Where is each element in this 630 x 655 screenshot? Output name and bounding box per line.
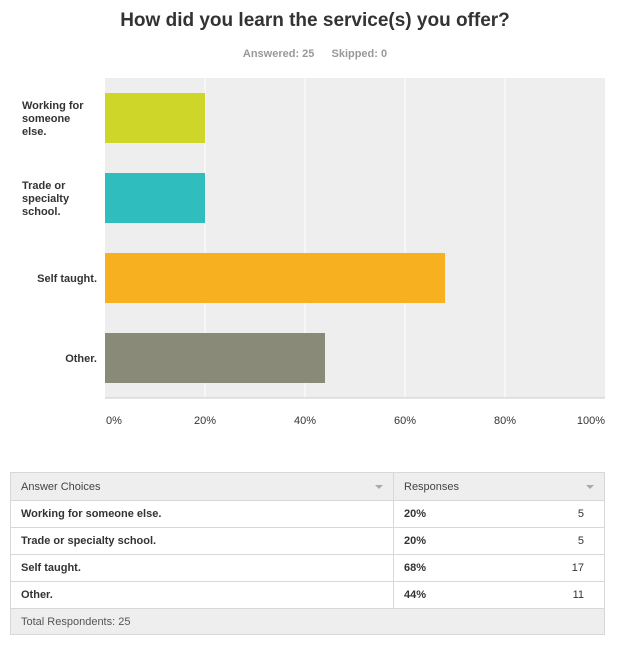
bar: [105, 173, 205, 223]
chart-title: How did you learn the service(s) you off…: [120, 10, 510, 31]
response-stats: Answered: 25 Skipped: 0: [0, 48, 630, 60]
total-respondents: Total Respondents: 25: [10, 608, 605, 635]
row-percent: 68%: [393, 554, 534, 582]
bar-chart: 0% 20% 40% 60% 80% 100% Working for someone else…: [22, 78, 605, 427]
table-row: Working for someone else. 20% 5: [10, 500, 605, 528]
table-row: Other. 44% 11: [10, 581, 605, 609]
responses-table: Answer Choices Responses Working for som…: [10, 472, 605, 635]
row-count: 17: [534, 554, 605, 582]
row-count: 5: [534, 500, 605, 528]
row-choice: Working for someone else.: [10, 500, 394, 528]
x-tick-label: 40%: [294, 415, 316, 427]
bar: [105, 333, 325, 383]
y-category-label: Self taught.: [37, 273, 97, 285]
y-category-label: Trade or specialty school.: [22, 180, 70, 218]
y-category-label: Other.: [65, 353, 97, 365]
header-responses[interactable]: Responses: [393, 472, 605, 501]
sort-chevron-icon: [375, 485, 383, 489]
row-percent: 20%: [393, 500, 534, 528]
header-answer-choices[interactable]: Answer Choices: [10, 472, 394, 501]
table-row: Trade or specialty school. 20% 5: [10, 527, 605, 555]
row-choice: Other.: [10, 581, 394, 609]
bar: [105, 253, 445, 303]
sort-chevron-icon: [586, 485, 594, 489]
table-row: Self taught. 68% 17: [10, 554, 605, 582]
row-percent: 20%: [393, 527, 534, 555]
x-tick-label: 20%: [194, 415, 216, 427]
x-tick-label: 0%: [106, 415, 122, 427]
answered-count: Answered: 25: [242, 48, 315, 60]
bar: [105, 93, 205, 143]
y-category-label: Working for someone else.: [22, 100, 84, 138]
row-count: 5: [534, 527, 605, 555]
x-tick-label: 80%: [494, 415, 516, 427]
row-choice: Trade or specialty school.: [10, 527, 394, 555]
skipped-count: Skipped: 0: [331, 48, 388, 60]
row-count: 11: [534, 581, 605, 609]
table-footer-row: Total Respondents: 25: [10, 608, 605, 635]
row-choice: Self taught.: [10, 554, 394, 582]
x-tick-label: 60%: [394, 415, 416, 427]
x-tick-label: 100%: [577, 415, 605, 427]
row-percent: 44%: [393, 581, 534, 609]
